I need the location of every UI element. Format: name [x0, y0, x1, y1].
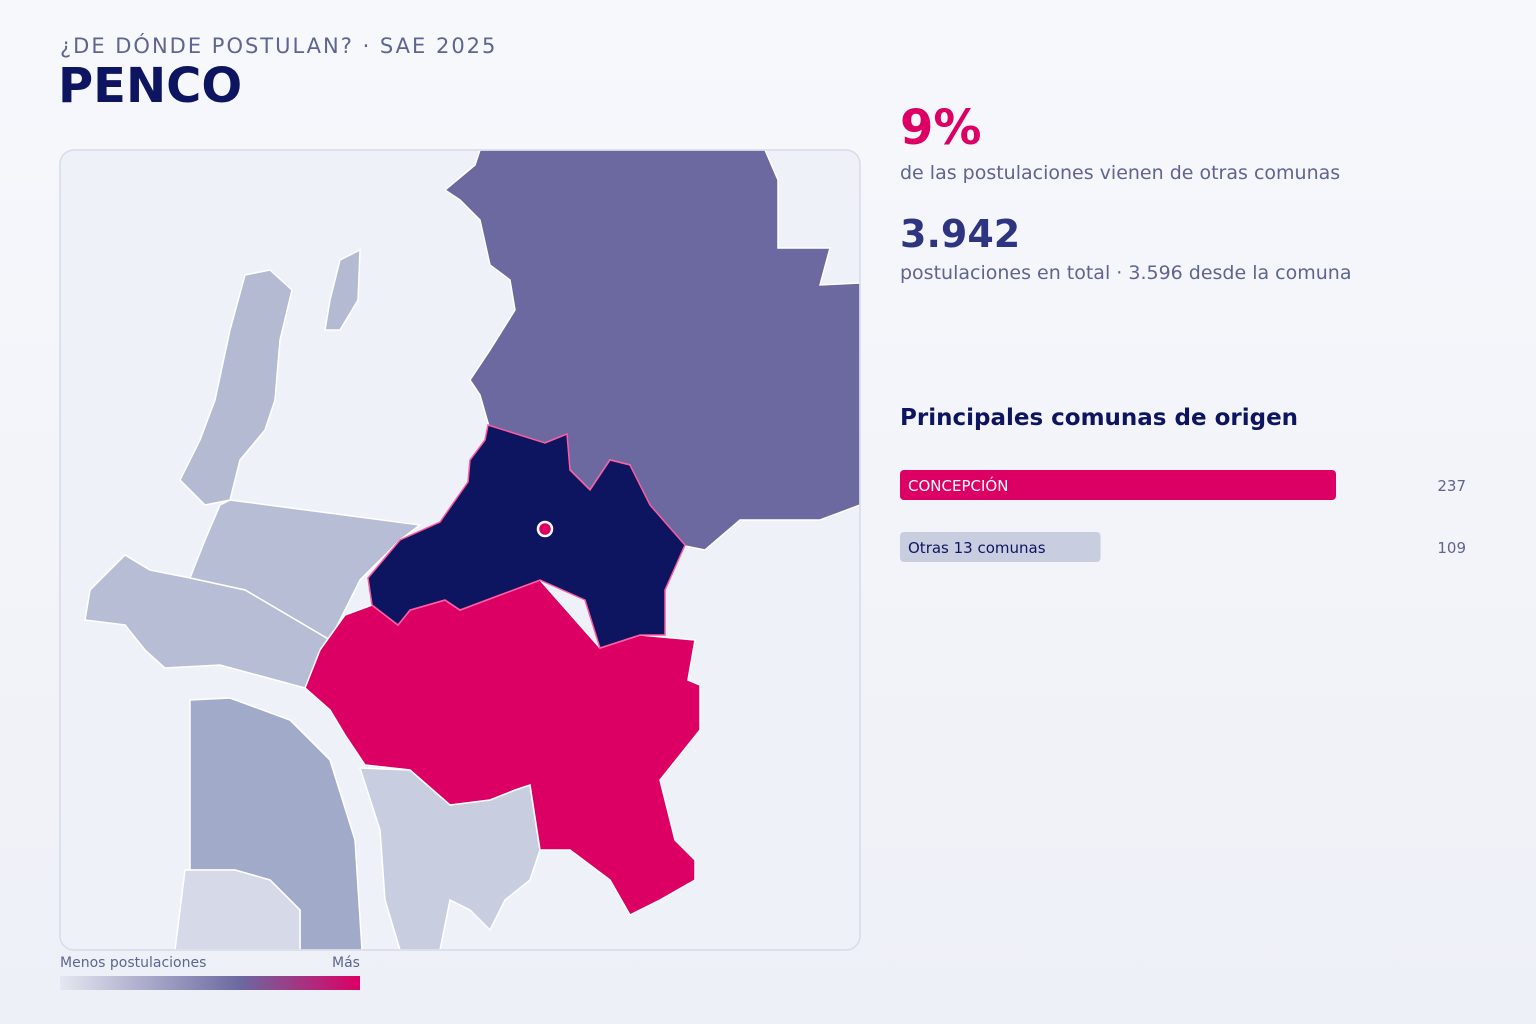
- region: [188, 499, 422, 642]
- location-marker: [536, 520, 554, 538]
- map-background: [60, 150, 860, 950]
- legend-high: Más: [332, 955, 360, 971]
- region: [358, 767, 541, 950]
- bar: [900, 532, 1101, 562]
- region: [324, 248, 361, 331]
- region-selected: [367, 424, 686, 649]
- region: [179, 269, 293, 506]
- bar-label: Otras 13 comunas: [908, 539, 1046, 557]
- map-frame: [59, 149, 861, 951]
- stat-value: 9%: [900, 100, 982, 156]
- region: [304, 579, 701, 916]
- bar: [900, 470, 1336, 500]
- kicker: ¿DE DÓNDE POSTULAN? · SAE 2025: [60, 34, 498, 58]
- bar-label: CONCEPCIÓN: [908, 476, 1008, 495]
- legend-low: Menos postulaciones: [60, 955, 207, 971]
- value-label: 109: [1437, 539, 1466, 557]
- map: [60, 150, 860, 950]
- region: [189, 697, 363, 950]
- region: [174, 869, 301, 950]
- bar-list: CONCEPCIÓN 237 Otras 13 comunas 109: [900, 470, 1466, 562]
- stat-value: 3.942: [900, 212, 1021, 256]
- section-title: Principales comunas de origen: [900, 405, 1299, 431]
- value-label: 237: [1437, 477, 1466, 495]
- region: [84, 554, 342, 689]
- stat-caption: de las postulaciones vienen de otras com…: [900, 162, 1341, 184]
- stat-caption: postulaciones en total · 3.596 desde la …: [900, 262, 1352, 284]
- region: [443, 150, 860, 551]
- title: PENCO: [58, 58, 243, 114]
- legend-gradient: [60, 976, 360, 990]
